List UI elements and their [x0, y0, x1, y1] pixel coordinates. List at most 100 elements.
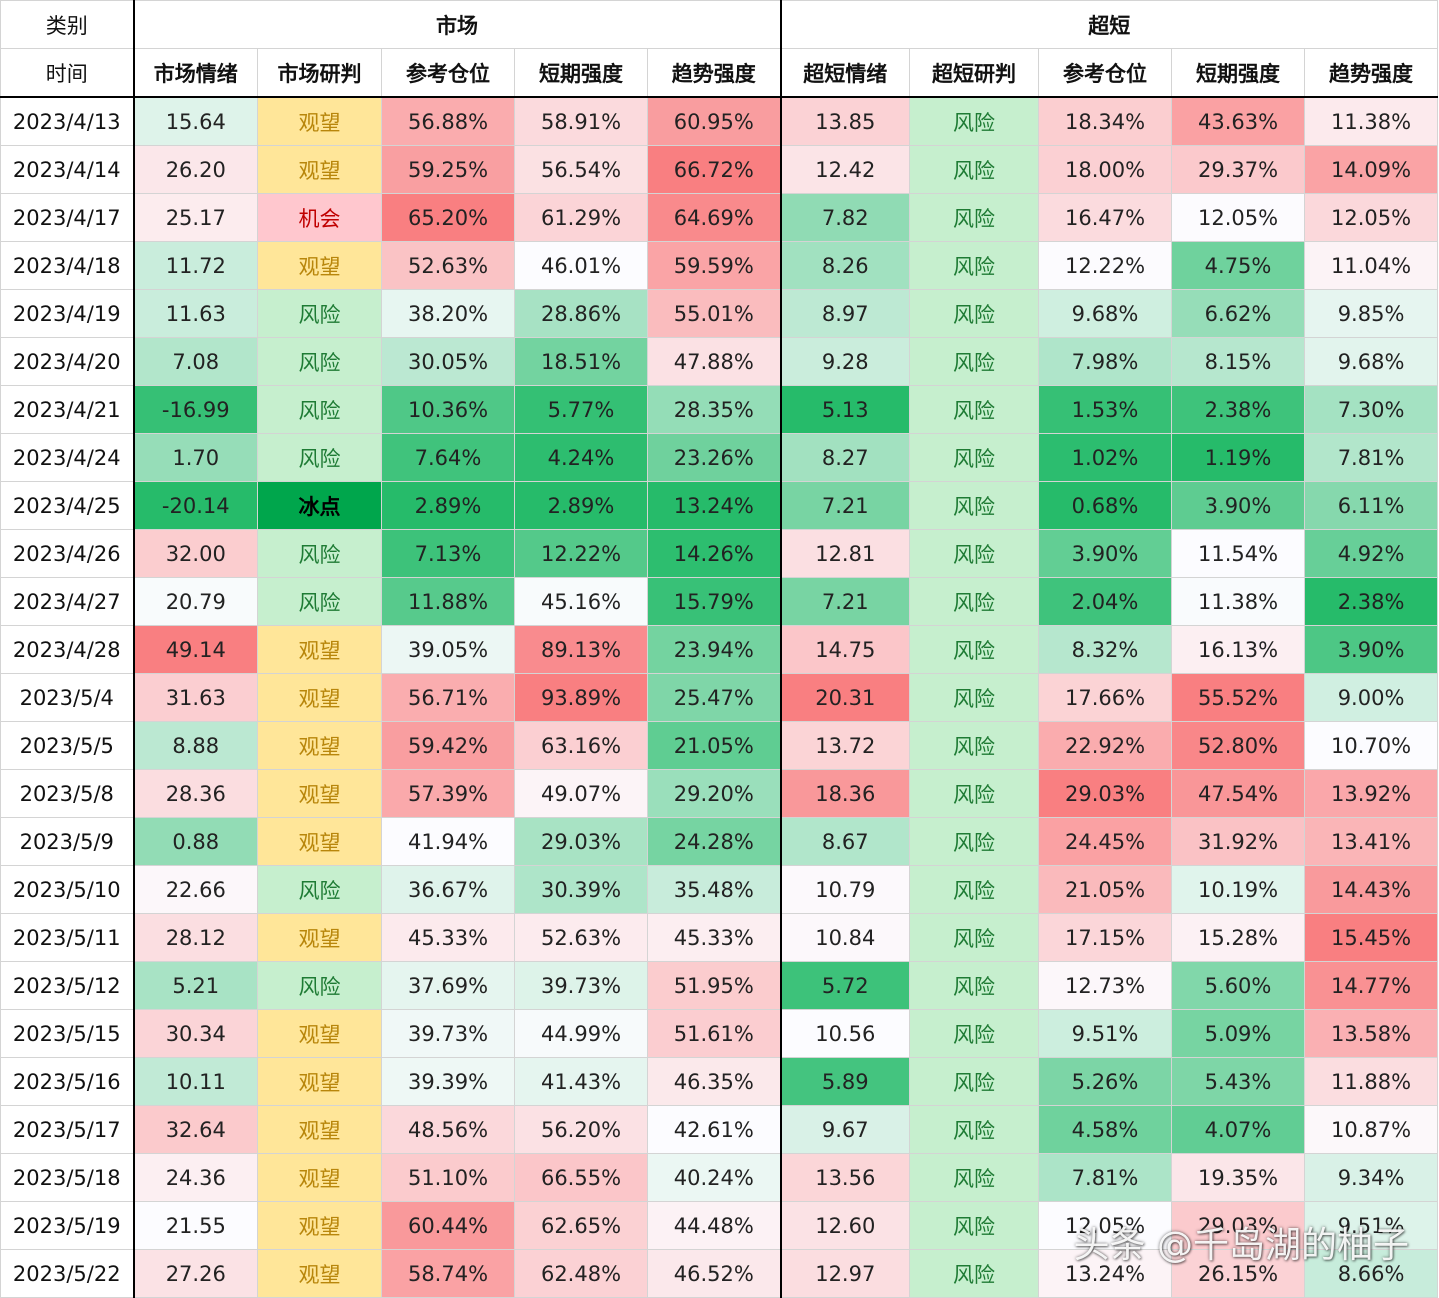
market-trend-strength-cell: 47.88%: [646, 337, 782, 386]
market-position-cell: 59.25%: [381, 145, 515, 194]
market-position-cell: 39.05%: [381, 625, 515, 674]
market-judgment-cell: 观望: [257, 673, 382, 722]
ultra-trend-strength-cell: 12.05%: [1304, 193, 1439, 242]
market-judgment-cell: 观望: [257, 769, 382, 818]
market-short-strength-cell: 52.63%: [514, 913, 648, 962]
market-sentiment-cell: 32.00: [132, 529, 258, 578]
ultra-trend-strength-cell: 9.68%: [1304, 337, 1439, 386]
ultra-short-strength-cell: 19.35%: [1171, 1153, 1306, 1202]
market-trend-strength-cell: 46.35%: [646, 1057, 782, 1106]
ultra-trend-strength-cell: 13.92%: [1304, 769, 1439, 818]
ultra-trend-strength-cell: 14.09%: [1304, 145, 1439, 194]
market-sentiment-cell: 28.36: [132, 769, 258, 818]
date-cell: 2023/5/9: [0, 817, 134, 866]
market-short-strength-cell: 58.91%: [514, 96, 648, 146]
market-sentiment-cell: 5.21: [132, 961, 258, 1010]
ultra-position-cell: 12.22%: [1038, 241, 1173, 290]
ultra-trend-strength-cell: 13.58%: [1304, 1009, 1439, 1058]
market-short-strength-cell: 28.86%: [514, 289, 648, 338]
ultra-short-strength-cell: 4.07%: [1171, 1105, 1306, 1154]
ultra-position-cell: 3.90%: [1038, 529, 1173, 578]
market-position-cell: 52.63%: [381, 241, 515, 290]
market-trend-strength-cell: 42.61%: [646, 1105, 782, 1154]
market-sentiment-cell: 15.64: [132, 96, 258, 146]
market-judgment-cell: 风险: [257, 385, 382, 434]
market-trend-strength-cell: 14.26%: [646, 529, 782, 578]
market-short-strength-cell: 89.13%: [514, 625, 648, 674]
market-sentiment-cell: 11.72: [132, 241, 258, 290]
date-cell: 2023/5/12: [0, 961, 134, 1010]
market-trend-strength-cell: 45.33%: [646, 913, 782, 962]
ultra-trend-strength-cell: 2.38%: [1304, 577, 1439, 626]
ultra-judgment-cell: 风险: [909, 1105, 1040, 1154]
market-sentiment-cell: 10.11: [132, 1057, 258, 1106]
market-judgment-cell: 风险: [257, 961, 382, 1010]
ultra-position-cell: 21.05%: [1038, 865, 1173, 914]
ultra-sentiment-cell: 10.79: [779, 865, 911, 914]
ultra-short-strength-cell: 5.09%: [1171, 1009, 1306, 1058]
ultra-position-cell: 2.04%: [1038, 577, 1173, 626]
market-judgment-cell: 观望: [257, 625, 382, 674]
ultra-judgment-cell: 风险: [909, 1153, 1040, 1202]
ultra-judgment-cell: 风险: [909, 529, 1040, 578]
ultra-position-cell: 8.32%: [1038, 625, 1173, 674]
market-short-strength-cell: 93.89%: [514, 673, 648, 722]
ultra-judgment-cell: 风险: [909, 1201, 1040, 1250]
market-judgment-cell: 观望: [257, 1249, 382, 1298]
date-cell: 2023/4/28: [0, 625, 134, 674]
market-trend-strength-cell: 40.24%: [646, 1153, 782, 1202]
ultra-position-cell: 9.68%: [1038, 289, 1173, 338]
ultra-position-cell: 12.05%: [1038, 1201, 1173, 1250]
date-cell: 2023/5/18: [0, 1153, 134, 1202]
market-trend-strength-cell: 25.47%: [646, 673, 782, 722]
ultra-judgment-cell: 风险: [909, 1057, 1040, 1106]
market-position-cell: 30.05%: [381, 337, 515, 386]
table-row: 2023/4/13 15.64 观望 56.88% 58.91% 60.95% 13.85 风…: [0, 96, 1439, 146]
category-header: 类别: [0, 0, 134, 49]
ultra-trend-strength-cell: 15.45%: [1304, 913, 1439, 962]
ultra-judgment-cell: 风险: [909, 385, 1040, 434]
ultra-trend-strength-cell: 7.30%: [1304, 385, 1439, 434]
ultra-trend-strength-cell: 4.92%: [1304, 529, 1439, 578]
market-sentiment-cell: 28.12: [132, 913, 258, 962]
group-header-row: 类别 市场 超短: [0, 0, 1439, 49]
date-cell: 2023/4/26: [0, 529, 134, 578]
market-position-cell: 36.67%: [381, 865, 515, 914]
market-trend-strength-cell: 64.69%: [646, 193, 782, 242]
ultra-trend-strength-cell: 10.70%: [1304, 721, 1439, 770]
ultra-sentiment-cell: 12.81: [779, 529, 911, 578]
table-row: 2023/4/20 7.08 风险 30.05% 18.51% 47.88% 9.28 风险 7…: [0, 337, 1439, 386]
market-judgment-cell: 风险: [257, 577, 382, 626]
ultra-short-strength-cell: 11.54%: [1171, 529, 1306, 578]
ultra-short-strength-cell: 47.54%: [1171, 769, 1306, 818]
ultra-sentiment-cell: 8.67: [779, 817, 911, 866]
market-trend-strength-cell: 13.24%: [646, 481, 782, 530]
col-header-ultra-trend-strength: 趋势强度: [1304, 48, 1439, 98]
ultra-short-strength-cell: 15.28%: [1171, 913, 1306, 962]
market-judgment-cell: 观望: [257, 1105, 382, 1154]
ultra-trend-strength-cell: 11.04%: [1304, 241, 1439, 290]
market-trend-strength-cell: 28.35%: [646, 385, 782, 434]
ultra-short-strength-cell: 5.60%: [1171, 961, 1306, 1010]
market-short-strength-cell: 2.89%: [514, 481, 648, 530]
ultra-trend-strength-cell: 3.90%: [1304, 625, 1439, 674]
ultra-trend-strength-cell: 9.00%: [1304, 673, 1439, 722]
market-trend-strength-cell: 51.95%: [646, 961, 782, 1010]
date-cell: 2023/4/13: [0, 96, 134, 146]
date-cell: 2023/4/19: [0, 289, 134, 338]
ultra-position-cell: 4.58%: [1038, 1105, 1173, 1154]
market-position-cell: 38.20%: [381, 289, 515, 338]
ultra-judgment-cell: 风险: [909, 337, 1040, 386]
date-cell: 2023/5/8: [0, 769, 134, 818]
ultra-judgment-cell: 风险: [909, 817, 1040, 866]
market-sentiment-cell: 11.63: [132, 289, 258, 338]
ultra-trend-strength-cell: 14.43%: [1304, 865, 1439, 914]
ultra-judgment-cell: 风险: [909, 961, 1040, 1010]
market-sentiment-cell: 7.08: [132, 337, 258, 386]
ultra-short-strength-cell: 31.92%: [1171, 817, 1306, 866]
market-short-strength-cell: 61.29%: [514, 193, 648, 242]
ultra-judgment-cell: 风险: [909, 865, 1040, 914]
ultra-sentiment-cell: 10.84: [779, 913, 911, 962]
table-row: 2023/5/4 31.63 观望 56.71% 93.89% 25.47% 20.31 风险…: [0, 673, 1439, 722]
